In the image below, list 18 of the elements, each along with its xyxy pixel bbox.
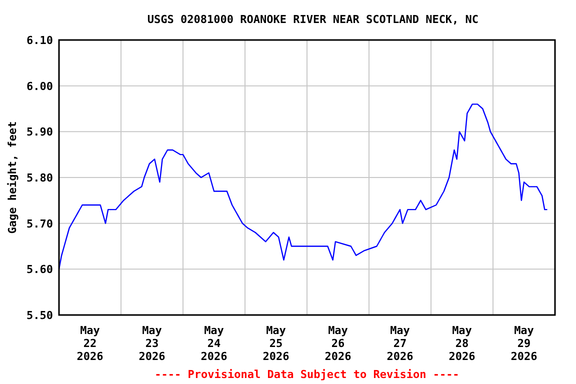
x-tick-label: May 29 2026 <box>510 324 538 363</box>
text: ---- Provisional Data Subject to Revision ---- <box>154 368 460 381</box>
x-tick-label: May 26 2026 <box>324 324 352 363</box>
y-tick-label: 5.60 <box>26 263 53 276</box>
chart-title: USGS 02081000 ROANOKE RIVER NEAR SCOTLAND NECK, NC <box>147 13 479 26</box>
x-tick-label: May 25 2026 <box>262 324 290 363</box>
y-tick-label: 6.00 <box>26 80 53 93</box>
y-tick-label: 5.90 <box>26 126 53 139</box>
x-tick-label: May 27 2026 <box>386 324 414 363</box>
y-axis-title: Gage height, feet <box>6 121 19 234</box>
x-tick-label: May 23 2026 <box>138 324 166 363</box>
x-tick-label: May 28 2026 <box>448 324 476 363</box>
x-tick-label: May 22 2026 <box>76 324 104 363</box>
y-tick-label: 5.50 <box>26 309 53 322</box>
y-tick-label: 5.70 <box>26 217 53 230</box>
y-tick-label: 5.80 <box>26 172 53 184</box>
y-tick-label: 6.10 <box>26 34 53 47</box>
x-tick-label: May 24 2026 <box>200 324 228 363</box>
